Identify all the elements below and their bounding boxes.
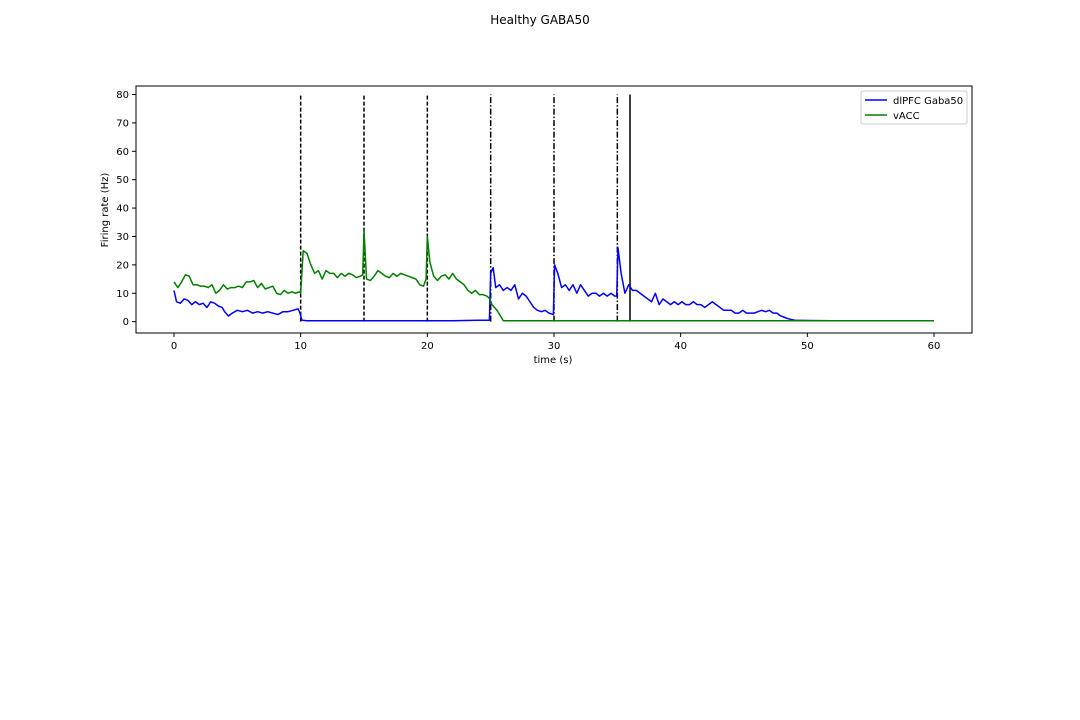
y-axis-label: Firing rate (Hz) xyxy=(100,173,111,248)
x-tick-label-5: 50 xyxy=(801,341,814,352)
y-tick-label-8: 80 xyxy=(116,90,129,101)
x-axis: 0 10 20 30 40 50 60 xyxy=(171,333,941,352)
y-tick-label-5: 50 xyxy=(116,175,129,186)
x-axis-label: time (s) xyxy=(534,355,573,366)
y-tick-label-1: 10 xyxy=(116,289,129,300)
plot-area: 0 10 20 30 40 50 60 0 10 20 30 40 50 60 70 80 time (s)… xyxy=(100,85,973,366)
series-line-dlpfc xyxy=(173,247,934,322)
series-lines xyxy=(173,230,934,322)
x-tick-label-0: 0 xyxy=(171,341,177,352)
y-tick-label-7: 70 xyxy=(116,118,129,129)
legend-label-vacc: vACC xyxy=(893,111,920,122)
legend-box xyxy=(860,90,968,125)
x-tick-label-3: 30 xyxy=(548,341,561,352)
legend: dlPFC Gaba50 vACC xyxy=(860,90,968,125)
y-tick-label-4: 40 xyxy=(116,204,129,215)
x-tick-label-2: 20 xyxy=(421,341,434,352)
x-tick-label-1: 10 xyxy=(294,341,307,352)
y-axis: 0 10 20 30 40 50 60 70 80 xyxy=(116,90,136,328)
x-tick-label-6: 60 xyxy=(928,341,941,352)
y-tick-label-2: 20 xyxy=(116,260,129,271)
legend-label-dlpfc: dlPFC Gaba50 xyxy=(893,96,963,107)
y-tick-label-3: 30 xyxy=(116,232,129,243)
figure-title: Healthy GABA50 xyxy=(490,13,590,27)
x-tick-label-4: 40 xyxy=(674,341,687,352)
y-tick-label-0: 0 xyxy=(123,317,129,328)
y-tick-label-6: 60 xyxy=(116,147,129,158)
series-line-vacc xyxy=(173,230,934,322)
